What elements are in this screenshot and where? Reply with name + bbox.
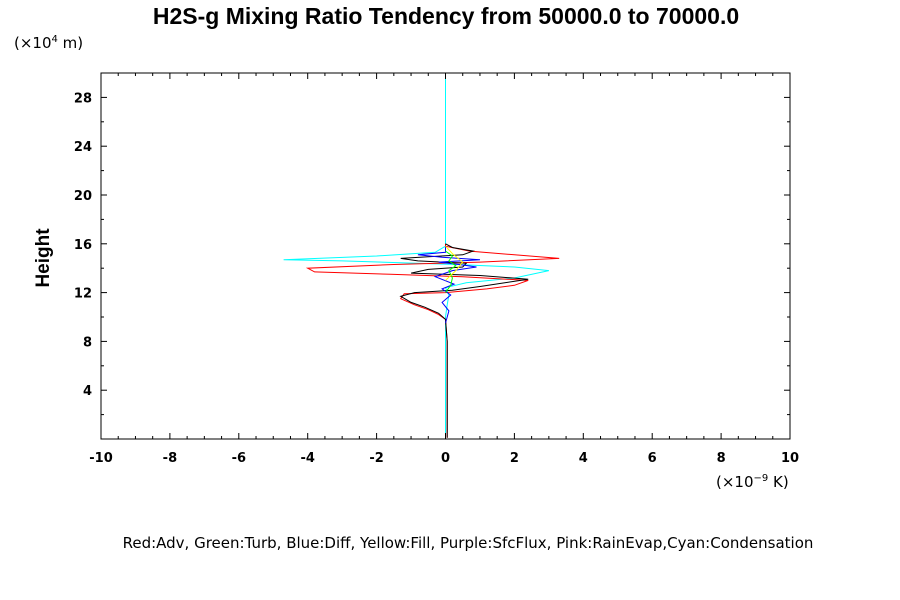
x-tick-label: 6: [648, 451, 657, 466]
x-tick-label: 4: [579, 451, 588, 466]
x-tick-label: 0: [441, 451, 450, 466]
y-tick-label: 12: [74, 287, 92, 302]
chart-title: H2S-g Mixing Ratio Tendency from 50000.0…: [153, 3, 739, 29]
y-unit-label: (×104 m): [14, 34, 83, 52]
y-unit-suffix: m): [58, 34, 83, 52]
x-unit-exponent: −9: [754, 473, 769, 484]
x-tick-label: -4: [300, 451, 314, 466]
x-tick-label: -8: [163, 451, 177, 466]
x-tick-label: 2: [510, 451, 519, 466]
x-tick-label: -10: [89, 451, 113, 466]
x-unit-label: (×10−9 K): [716, 473, 789, 491]
y-tick-label: 24: [74, 140, 92, 155]
y-unit-exponent: 4: [52, 34, 58, 45]
series-line-4: [445, 250, 457, 293]
x-unit-prefix: (×10: [716, 473, 754, 491]
legend-text: Red:Adv, Green:Turb, Blue:Diff, Yellow:F…: [123, 534, 814, 552]
y-tick-label: 20: [74, 189, 92, 204]
y-unit-prefix: (×10: [14, 34, 52, 52]
y-tick-label: 28: [74, 91, 92, 106]
series-layer: [283, 73, 560, 438]
series-line-3: [417, 246, 481, 324]
x-tick-label: 10: [781, 451, 799, 466]
plot-frame: [100, 72, 791, 440]
series-line-1: [305, 243, 560, 438]
series-line-0: [283, 73, 550, 438]
series-line-5: [445, 245, 464, 281]
x-tick-label: -6: [232, 451, 246, 466]
x-unit-suffix: K): [768, 473, 788, 491]
x-tick-label: 8: [717, 451, 726, 466]
y-tick-label: 8: [83, 335, 92, 350]
series-line-2: [399, 243, 529, 438]
y-axis-title: Height: [33, 228, 54, 288]
y-tick-label: 16: [74, 238, 92, 253]
y-tick-label: 4: [83, 384, 92, 399]
x-tick-label: -2: [369, 451, 383, 466]
